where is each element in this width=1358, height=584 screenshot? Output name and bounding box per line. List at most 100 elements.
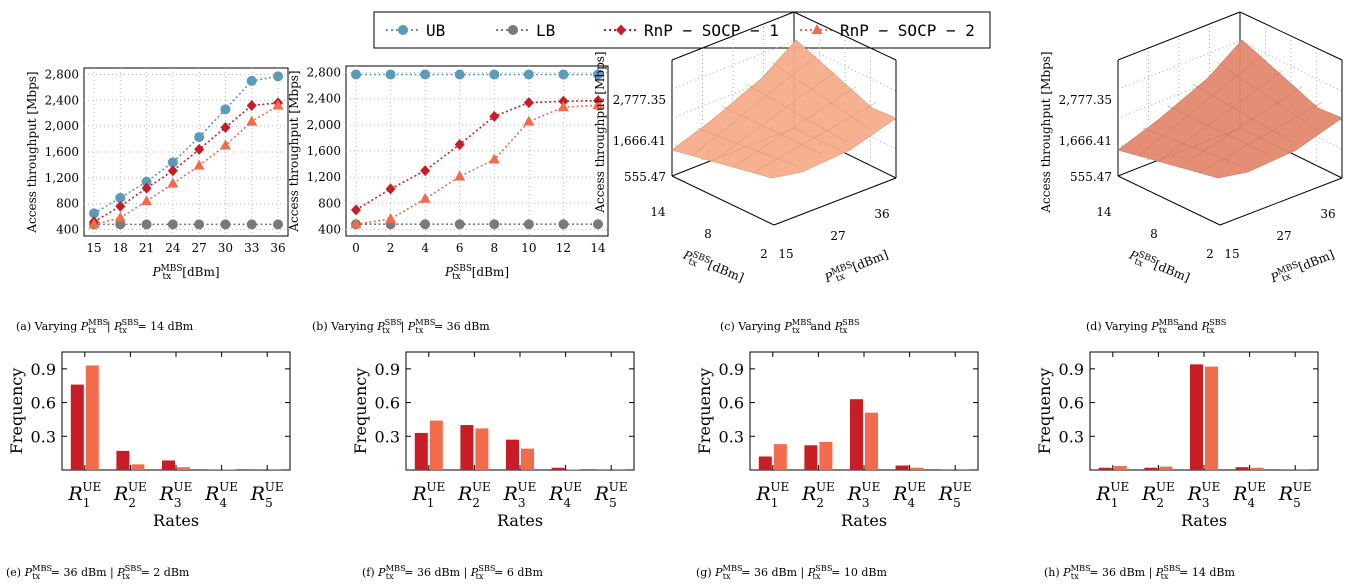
bar [1098,467,1112,470]
caption: (d) Varying PMBS tx and PSBS tx [1086,317,1227,335]
data-point [220,121,231,133]
sbs-axis-label: PSBStx [dBm] [679,247,746,288]
data-point [454,69,465,80]
plot-frame [345,65,609,237]
plot-frame [83,67,289,237]
bar [773,444,787,470]
mbs-tick-label: 15 [1224,247,1239,261]
data-point [523,115,535,126]
bar [551,467,565,470]
data-point [420,69,431,80]
sbs-tick-label: 14 [1096,205,1112,219]
data-point [420,165,431,177]
data-point [350,218,362,229]
z-tick-label: 555.47 [1070,170,1112,184]
x-tick-label: R3UE [1187,480,1221,510]
mbs-tick-label: 27 [830,229,845,243]
bar [70,384,84,470]
data-point [246,75,257,86]
y-tick-label: 0.6 [375,394,400,413]
y-tick-label: 1,600 [45,145,79,159]
box-edge [1219,177,1343,226]
x-tick-label: 10 [521,241,536,255]
data-point [488,153,500,164]
x-tick-label: R2UE [801,480,835,510]
surface-chart-d: 2,777.35 1,666.41 555.47 14 8 2 15 27 36 PSBStx [… [1039,11,1343,335]
bar-chart-g: 0.3 0.6 0.9 R1UE R2UE R3UE R4UE R5UE Rates Freque… [695,351,979,581]
bar-chart-f: 0.3 0.6 0.9 R1UE R2UE R3UE R4UE R5UE Rates Freque… [351,351,635,581]
surface-mesh [1142,127,1243,167]
legend: UB LB RnP − SOCP − 1 RnP − SOCP − 2 [373,11,991,49]
data-point [88,218,100,229]
y-tick-label: 1,200 [307,170,341,184]
data-point [454,138,465,150]
legend-label: UB [426,21,445,40]
bar [1144,467,1158,470]
sbs-tick-label: 2 [760,247,768,261]
y-tick-label: 0.9 [375,360,400,379]
data-point [557,101,569,112]
bar [414,432,428,470]
data-point [194,219,205,230]
series-line [93,104,279,226]
z-tick-label: 2,777.35 [1059,93,1112,107]
box-edge [671,11,795,61]
x-tick-label: 14 [590,241,606,255]
surface-mesh [1179,86,1303,168]
sbs-tick-label: 14 [650,205,666,219]
bar [1250,467,1264,470]
x-tick-label: R5UE [938,480,972,510]
y-axis-label: Frequency [351,368,370,455]
series-line [93,75,279,215]
y-tick-label: 400 [318,222,341,236]
x-tick-label: 2 [387,241,395,255]
bar [1113,466,1127,470]
data-point [115,192,126,203]
box-edge [1117,11,1241,61]
y-tick-label: 2,800 [307,66,341,80]
bar-chart-e: 0.3 0.6 0.9 R1UE R2UE R3UE R4UE R5UE Rates Freque… [6,351,291,581]
data-point [273,71,283,82]
gridline [1239,40,1343,92]
data-point [454,219,465,230]
bar [566,469,580,470]
data-point [167,177,179,188]
y-tick-label: 0.3 [719,427,744,446]
y-axis-label: Frequency [7,368,26,455]
bar [506,439,519,470]
x-tick-label: R3UE [159,480,193,510]
data-point [419,192,431,203]
surface-mesh [721,105,822,155]
caption: (g) PMBS tx = 36 dBm | PSBS tx = 10 dBm [696,563,887,581]
bar [460,425,474,470]
y-tick-label: 0.6 [1059,394,1084,413]
x-tick-label: R4UE [548,480,582,510]
surface-mesh [771,61,872,131]
data-point [385,183,396,195]
x-tick-label: 24 [165,241,181,255]
legend-label: RnP − SOCP − 2 [840,21,975,40]
data-point [385,69,396,80]
bar [865,412,878,470]
z-tick-label: 1,666.41 [613,134,666,148]
y-axis-label: Frequency [695,368,714,455]
data-point [219,139,231,150]
mbs-tick-label: 27 [1276,229,1291,243]
bar [910,467,924,470]
surface-chart-c: 2,777.35 1,666.41 555.47 14 8 2 15 27 36 PSBStx [… [593,11,897,335]
data-point [523,219,534,230]
data-point [420,219,431,230]
data-point [385,213,397,223]
data-point [193,159,205,170]
box-edge [671,175,775,226]
caption: (f) PMBS tx = 36 dBm | PSBS tx = 6 dBm [362,563,543,581]
data-point [220,104,231,115]
y-tick-label: 0.9 [719,360,744,379]
y-tick-label: 1,200 [45,171,79,185]
data-point [273,219,283,230]
y-tick-label: 0.3 [1059,427,1084,446]
data-point [351,69,361,80]
y-axis-label: Access throughput [Mbps] [25,71,39,233]
line-chart-b: 400 800 1,200 1,600 2,000 2,400 2,800 0 2 4 6 8 10 12… [287,65,609,335]
mbs-tick-label: 36 [874,207,889,221]
